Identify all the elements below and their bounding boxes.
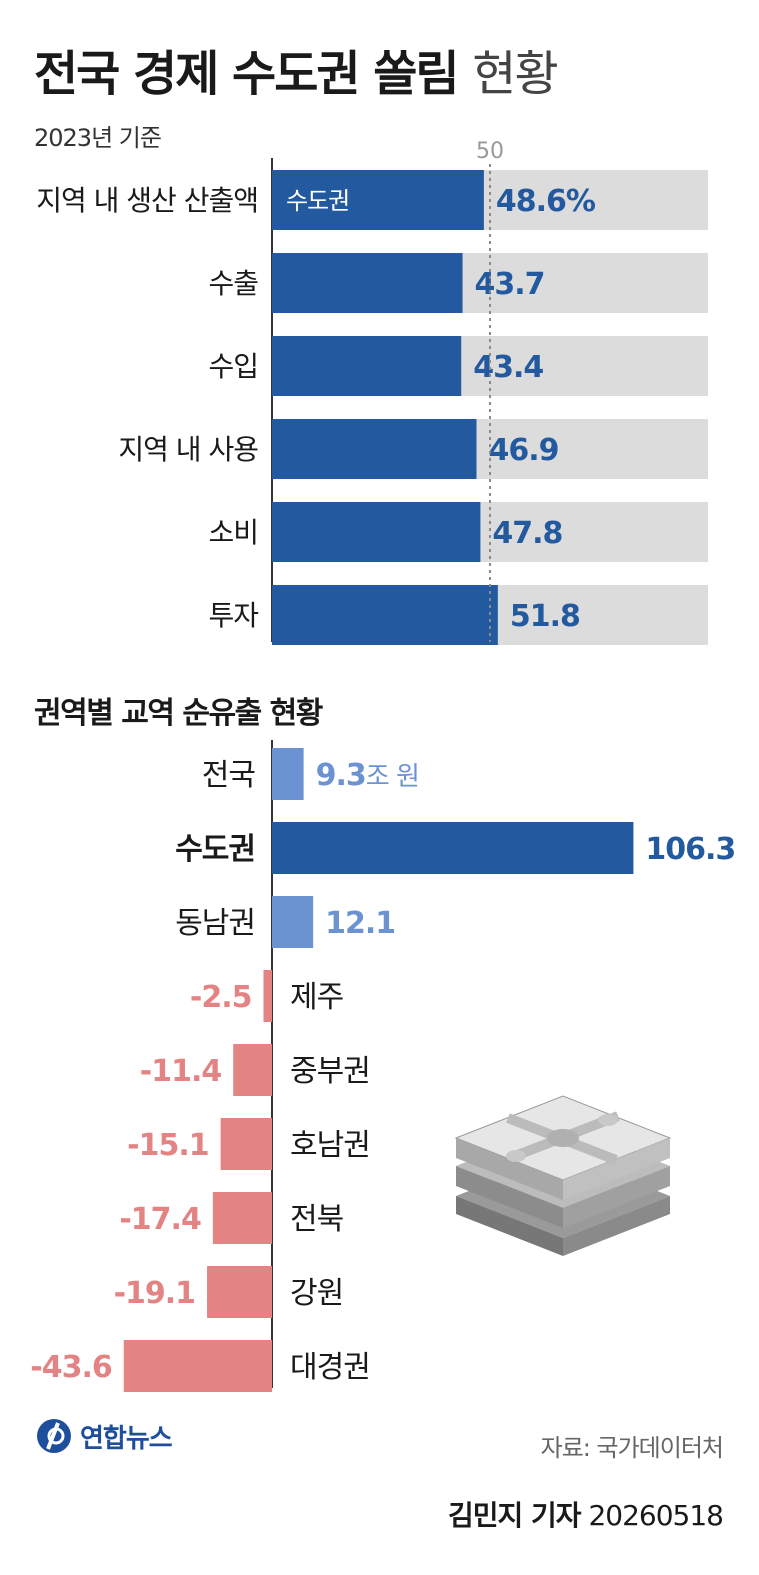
chart-subtitle: 2023년 기준 <box>34 124 162 152</box>
value-label: -11.4 <box>140 1054 222 1089</box>
value-label: -43.6 <box>30 1350 112 1385</box>
value-label: -2.5 <box>190 980 252 1015</box>
reference-label: 50 <box>476 139 504 164</box>
category-label: 수입 <box>208 350 258 383</box>
value-bar <box>233 1044 272 1096</box>
value-bar <box>207 1266 272 1318</box>
value-bar <box>272 419 477 479</box>
category-label: 호남권 <box>290 1128 370 1163</box>
title-light: 현황 <box>472 46 558 102</box>
publish-date: 20260518 <box>588 1499 724 1532</box>
category-label: 중부권 <box>290 1054 370 1089</box>
value-bar <box>272 336 462 396</box>
category-label: 수도권 <box>175 832 255 867</box>
chart-title: 전국 경제 수도권 쏠림 현황 <box>34 34 559 104</box>
series-label: 수도권 <box>286 187 349 215</box>
value-label: 9.3조 원 <box>316 758 419 793</box>
value-label: 47.8 <box>492 516 562 551</box>
unit-label: 조 원 <box>366 762 419 792</box>
credit-line: 김민지 기자 20260518 <box>448 1494 724 1534</box>
category-label: 대경권 <box>290 1350 370 1385</box>
value-bar <box>272 253 463 313</box>
category-label: 강원 <box>290 1276 343 1311</box>
yonhap-logo-icon <box>37 1419 71 1453</box>
value-bar <box>220 1118 272 1170</box>
section-title: 권역별 교역 순유출 현황 <box>34 696 323 731</box>
value-bar <box>212 1192 272 1244</box>
category-label: 투자 <box>208 599 258 632</box>
category-label: 수출 <box>208 267 258 300</box>
category-label: 전북 <box>290 1202 343 1237</box>
value-label: -15.1 <box>127 1128 208 1163</box>
value-label: 43.7 <box>475 267 545 302</box>
value-label: -17.4 <box>119 1202 201 1237</box>
category-label: 전국 <box>202 758 256 793</box>
category-label: 지역 내 생산 산출액 <box>36 184 258 217</box>
category-label: 소비 <box>208 516 258 549</box>
value-label: 12.1 <box>325 906 395 941</box>
title-main: 전국 경제 수도권 쏠림 <box>34 46 460 102</box>
category-label: 제주 <box>290 980 343 1015</box>
value-bar <box>272 748 304 800</box>
value-label: 51.8 <box>510 599 580 634</box>
value-bar <box>272 822 634 874</box>
category-label: 동남권 <box>175 906 255 941</box>
source-note: 자료: 국가데이터처 <box>540 1434 724 1462</box>
reporter-name: 김민지 기자 <box>448 1499 582 1532</box>
value-label: 43.4 <box>473 350 543 385</box>
value-bar <box>272 585 498 645</box>
money-stack-icon <box>454 1095 672 1256</box>
value-bar <box>272 170 484 230</box>
category-label: 지역 내 사용 <box>118 433 258 466</box>
logo-text: 연합뉴스 <box>80 1423 173 1454</box>
value-label: 46.9 <box>488 433 558 468</box>
value-bar <box>272 896 314 948</box>
value-bar <box>263 970 272 1022</box>
value-label: 106.3 <box>645 832 735 867</box>
value-bar <box>123 1340 272 1392</box>
value-bar <box>272 502 481 562</box>
value-label: 48.6% <box>496 184 596 219</box>
yonhap-logo: 연합뉴스 <box>34 1416 173 1456</box>
value-label: -19.1 <box>114 1276 195 1311</box>
